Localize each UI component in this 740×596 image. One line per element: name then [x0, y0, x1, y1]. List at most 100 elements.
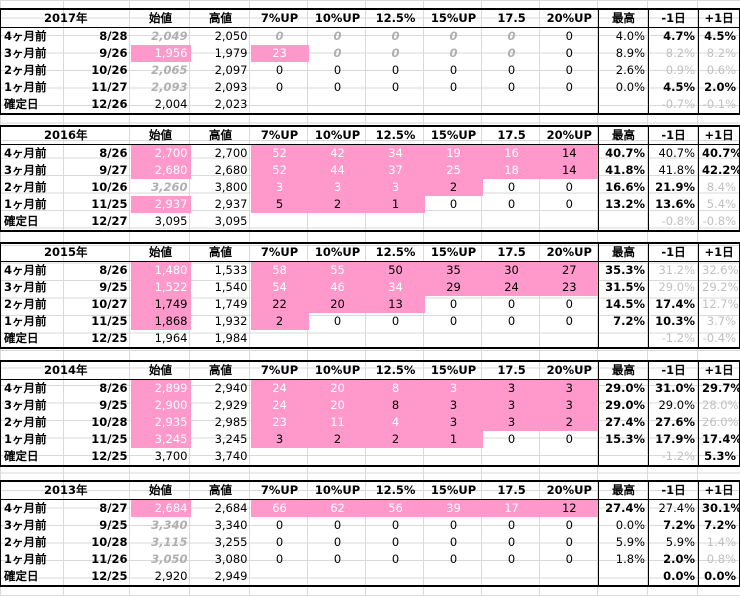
data-cell[interactable]: 34 [366, 279, 425, 296]
data-cell[interactable]: 0 [449, 518, 458, 532]
row-label[interactable]: 1ヶ月前 [0, 313, 65, 330]
row-label[interactable]: 2ヶ月前 [0, 534, 65, 551]
data-cell[interactable] [250, 213, 309, 232]
data-cell[interactable]: 24 [482, 279, 541, 296]
data-cell[interactable]: 0 [275, 63, 284, 77]
data-cell[interactable]: 0 [333, 29, 342, 43]
data-cell[interactable]: 4.5% [698, 27, 740, 45]
data-cell[interactable]: 0 [449, 297, 458, 311]
data-cell[interactable]: 3,050 [151, 552, 188, 566]
data-cell[interactable]: 13.6% [648, 196, 699, 213]
row-date[interactable]: 11/25 [91, 197, 128, 211]
data-cell[interactable]: 0.0% [598, 79, 649, 96]
data-cell[interactable]: 27.4% [648, 499, 699, 517]
data-cell[interactable]: 3 [482, 414, 541, 431]
data-cell[interactable] [482, 213, 541, 232]
data-cell[interactable]: 25 [424, 162, 483, 179]
data-cell[interactable]: 17.4% [698, 431, 740, 448]
data-cell[interactable]: -0.7% [648, 96, 699, 115]
data-cell[interactable]: 4.5% [648, 79, 699, 96]
data-cell[interactable]: 31.2% [648, 261, 699, 279]
data-cell[interactable]: 2,004 [130, 96, 191, 115]
data-cell[interactable]: 8.2% [648, 45, 699, 62]
data-cell[interactable]: 1,749 [214, 297, 248, 311]
data-cell[interactable]: 27.6% [648, 414, 699, 431]
data-cell[interactable] [598, 448, 649, 467]
data-cell[interactable] [308, 213, 367, 232]
data-cell[interactable]: 28.0% [698, 397, 740, 414]
data-cell[interactable]: 1,932 [214, 314, 248, 328]
data-cell[interactable]: 16 [482, 144, 541, 162]
data-cell[interactable]: 62 [308, 499, 367, 517]
data-cell[interactable] [540, 568, 599, 587]
row-label[interactable]: 2ヶ月前 [0, 62, 65, 79]
data-cell[interactable]: 20 [308, 296, 367, 313]
data-cell[interactable]: 3 [424, 397, 483, 414]
data-cell[interactable] [366, 568, 425, 587]
data-cell[interactable]: 0 [333, 518, 342, 532]
data-cell[interactable]: 3,245 [130, 431, 191, 448]
data-cell[interactable]: 2,937 [130, 196, 191, 213]
data-cell[interactable]: 0 [333, 535, 342, 549]
data-cell[interactable]: 2,684 [130, 499, 191, 517]
data-cell[interactable]: 0 [565, 518, 573, 532]
row-label[interactable]: 確定日 [0, 96, 65, 115]
row-label[interactable]: 確定日 [0, 330, 65, 349]
data-cell[interactable]: 2,949 [190, 568, 251, 587]
data-cell[interactable]: 0.9% [648, 62, 699, 79]
data-cell[interactable]: 58 [250, 261, 309, 279]
data-cell[interactable]: 55 [308, 261, 367, 279]
data-cell[interactable]: 0.0% [648, 568, 699, 587]
data-cell[interactable]: 3 [482, 379, 541, 397]
row-date[interactable]: 11/25 [91, 432, 128, 446]
data-cell[interactable]: 2,940 [214, 381, 248, 395]
data-cell[interactable]: 8.4% [698, 179, 740, 196]
data-cell[interactable]: 0 [449, 552, 458, 566]
row-date[interactable]: 8/28 [99, 29, 128, 43]
data-cell[interactable] [482, 96, 541, 115]
row-date[interactable]: 9/25 [99, 518, 128, 532]
data-cell[interactable] [250, 96, 309, 115]
data-cell[interactable]: 2,680 [130, 162, 191, 179]
data-cell[interactable]: 2,049 [151, 29, 188, 43]
data-cell[interactable]: 31.0% [648, 379, 699, 397]
data-cell[interactable]: 17.9% [648, 431, 699, 448]
data-cell[interactable]: 24 [250, 379, 309, 397]
data-cell[interactable]: 0 [275, 518, 284, 532]
data-cell[interactable]: 0 [275, 552, 284, 566]
data-cell[interactable]: 66 [250, 499, 309, 517]
data-cell[interactable]: 2,065 [151, 63, 188, 77]
data-cell[interactable]: 1,533 [214, 263, 248, 277]
data-cell[interactable]: 44 [308, 162, 367, 179]
data-cell[interactable]: 3 [482, 397, 541, 414]
row-date[interactable]: 10/28 [91, 535, 128, 549]
data-cell[interactable]: -0.8% [648, 213, 699, 232]
data-cell[interactable]: 23 [250, 414, 309, 431]
data-cell[interactable]: 0 [565, 197, 573, 211]
row-date[interactable]: 10/26 [91, 180, 128, 194]
data-cell[interactable] [424, 96, 483, 115]
row-date[interactable]: 10/27 [91, 297, 128, 311]
data-cell[interactable]: 0 [565, 432, 573, 446]
data-cell[interactable]: 14 [540, 162, 599, 179]
data-cell[interactable]: 41.8% [648, 162, 699, 179]
data-cell[interactable]: 12 [540, 499, 599, 517]
row-label[interactable]: 1ヶ月前 [0, 79, 65, 96]
data-cell[interactable]: 23 [540, 279, 599, 296]
data-cell[interactable]: -1.2% [648, 330, 699, 349]
data-cell[interactable]: 31.5% [598, 279, 649, 296]
data-cell[interactable]: 14.5% [598, 296, 649, 313]
data-cell[interactable]: 0 [565, 180, 573, 194]
data-cell[interactable]: 3 [308, 179, 367, 196]
data-cell[interactable] [366, 330, 425, 349]
data-cell[interactable]: 1 [424, 431, 483, 448]
data-cell[interactable]: 0 [507, 432, 516, 446]
data-cell[interactable]: 29.0% [598, 379, 649, 397]
row-date[interactable]: 9/26 [99, 46, 128, 60]
data-cell[interactable]: 0 [391, 518, 400, 532]
data-cell[interactable]: 2,900 [130, 397, 191, 414]
data-cell[interactable]: 27 [540, 261, 599, 279]
data-cell[interactable] [366, 448, 425, 467]
data-cell[interactable]: 2,929 [214, 398, 248, 412]
data-cell[interactable]: 54 [250, 279, 309, 296]
